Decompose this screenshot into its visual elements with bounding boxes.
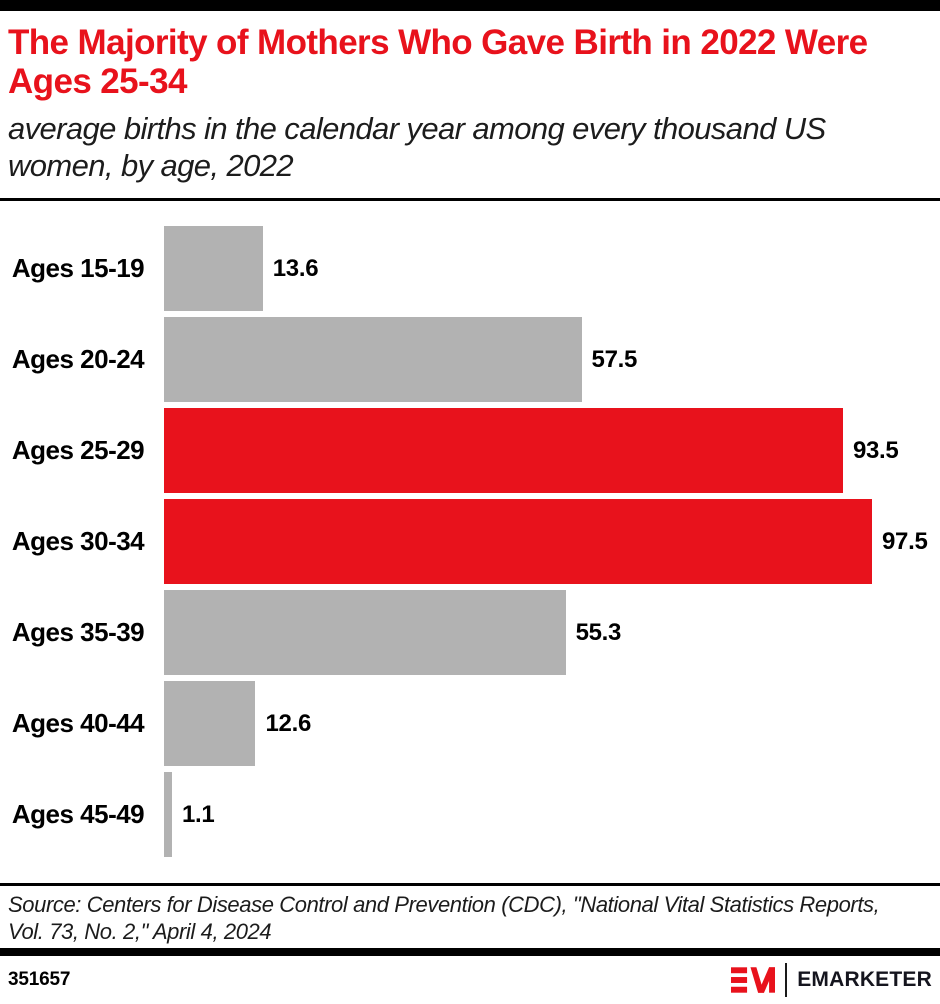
bar [164,681,256,766]
value-label: 57.5 [591,345,638,373]
bar-track: 13.6 [164,223,940,314]
header-divider [0,198,940,201]
bar-track: 12.6 [164,678,940,769]
logo-divider [785,963,788,997]
emarketer-wordmark: EMARKETER [797,968,932,991]
chart-id: 351657 [8,969,71,990]
bar-row: Ages 20-24 57.5 [0,314,940,405]
bar [164,317,582,402]
bar-row: Ages 35-39 55.3 [0,587,940,678]
footer: 351657 EMARKETER [0,956,940,1004]
chart-header: The Majority of Mothers Who Gave Birth i… [0,11,940,198]
em-monogram-icon [731,967,776,993]
bar-row: Ages 40-44 12.6 [0,678,940,769]
value-label: 97.5 [882,527,928,555]
value-label: 12.6 [265,709,311,737]
bar [164,226,263,311]
category-label: Ages 30-34 [11,526,145,556]
category-label: Ages 20-24 [11,344,145,374]
value-label: 1.1 [181,800,215,828]
bar-track: 55.3 [164,587,940,678]
value-label: 93.5 [852,436,899,464]
bar-row: Ages 25-29 93.5 [0,405,940,496]
source-section: Source: Centers for Disease Control and … [0,886,940,948]
category-label: Ages 40-44 [11,708,145,738]
bar-track: 1.1 [164,769,940,860]
chart-subtitle: average births in the calendar year amon… [8,111,826,184]
source-text: Source: Centers for Disease Control and … [8,892,880,945]
category-label: Ages 15-19 [11,253,145,283]
bar [164,499,872,584]
bar-row: Ages 30-34 97.5 [0,496,940,587]
top-black-bar [0,0,940,11]
category-label: Ages 35-39 [11,617,145,647]
bar-track: 97.5 [164,496,940,587]
source-divider [0,883,940,886]
footer-black-bar [0,948,940,956]
bar [164,772,172,857]
bar [164,590,566,675]
emarketer-logo: EMARKETER [731,963,932,997]
bar [164,408,843,493]
page-title: The Majority of Mothers Who Gave Birth i… [8,23,868,101]
value-label: 55.3 [575,618,622,646]
category-label: Ages 25-29 [11,435,145,465]
value-label: 13.6 [272,254,319,282]
category-label: Ages 45-49 [11,799,145,829]
bar-row: Ages 45-49 1.1 [0,769,940,860]
bar-track: 57.5 [164,314,940,405]
bar-chart: Ages 15-19 13.6 Ages 20-24 57.5 Ages 25-29 93… [0,201,940,883]
bar-row: Ages 15-19 13.6 [0,223,940,314]
bar-track: 93.5 [164,405,940,496]
